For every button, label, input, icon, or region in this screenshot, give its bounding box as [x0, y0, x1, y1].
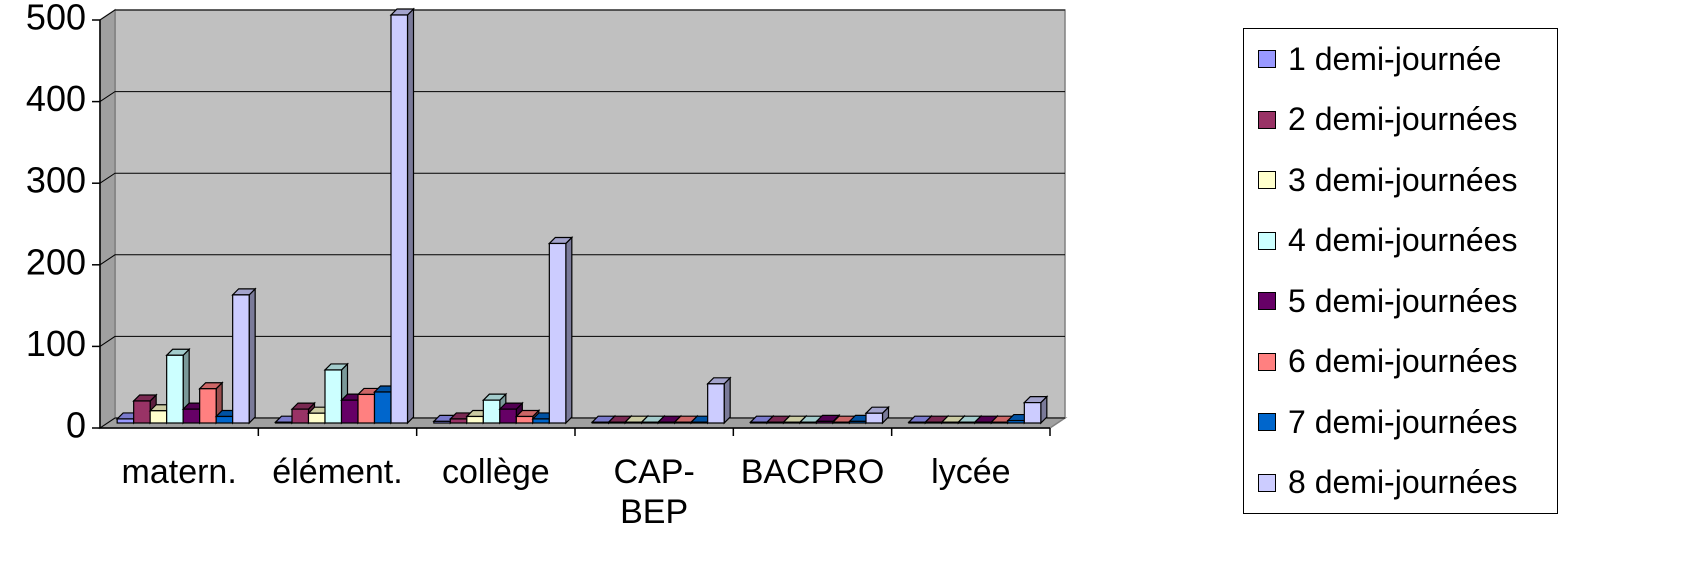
bar [274, 421, 293, 424]
legend-swatch [1258, 231, 1276, 250]
bar [291, 408, 310, 424]
bar-side [406, 7, 415, 425]
bar [340, 399, 359, 424]
x-tick-label: élément. [272, 453, 403, 491]
x-tick-label: matern. [121, 453, 237, 491]
legend-swatch [1258, 110, 1276, 129]
bar [390, 14, 409, 424]
legend-item: 2 demi-journées [1258, 100, 1517, 140]
bar-side [723, 376, 731, 425]
bar [515, 415, 534, 424]
bar [182, 408, 201, 424]
bar [990, 421, 1009, 424]
grid-line [99, 335, 1065, 347]
bar [941, 421, 959, 424]
bar [799, 421, 818, 424]
y-tick-label: 400 [26, 78, 86, 119]
legend-item: 8 demi-journées [1258, 463, 1517, 503]
legend-item: 7 demi-journées [1258, 402, 1517, 442]
bar [624, 421, 643, 424]
bar [1007, 419, 1025, 424]
legend-item: 4 demi-journées [1258, 221, 1517, 261]
x-tick-label: CAP-BEP [613, 453, 695, 531]
y-tick-label: 500 [26, 0, 86, 38]
legend: 1 demi-journée 2 demi-journées 3 demi-jour… [1243, 28, 1558, 514]
bar [307, 412, 326, 424]
bar [1023, 402, 1042, 424]
legend-item: 3 demi-journées [1258, 160, 1517, 200]
legend-item: 6 demi-journées [1258, 342, 1517, 382]
bar [707, 383, 725, 424]
bar [848, 420, 867, 424]
legend-label: 5 demi-journées [1288, 282, 1518, 319]
legend-label: 3 demi-journées [1288, 161, 1518, 198]
bar [548, 242, 567, 424]
y-tick-label: 300 [26, 160, 86, 201]
grid-line [99, 91, 1065, 103]
x-tick-label: collège [441, 453, 550, 491]
bar [324, 369, 343, 424]
y-tick-label: 0 [66, 405, 86, 446]
bar [608, 421, 626, 424]
legend-swatch [1258, 473, 1276, 492]
bar [466, 415, 484, 424]
legend-swatch [1258, 413, 1276, 431]
grid-line [99, 417, 1065, 429]
legend-label: 8 demi-journées [1288, 464, 1518, 500]
legend-item: 1 demi-journée [1258, 39, 1501, 79]
bar [499, 408, 517, 424]
y-tick-label: 200 [26, 241, 86, 282]
bar [832, 421, 851, 424]
bar [215, 415, 234, 424]
bar [149, 410, 168, 424]
bar [865, 412, 884, 424]
bar-side [565, 236, 573, 425]
legend-swatch [1258, 292, 1276, 310]
plot: 0 100 200 300 400 500 [26, 0, 1068, 446]
y-tick-label: 100 [26, 323, 86, 364]
bar [690, 421, 709, 424]
bar [449, 418, 468, 424]
grid-line [99, 9, 1065, 21]
legend-label: 7 demi-journées [1288, 403, 1518, 440]
bar [373, 391, 392, 424]
bar [532, 418, 550, 424]
x-tick-label: BACPRO [740, 453, 885, 491]
bar [749, 421, 768, 424]
legend-item: 5 demi-journées [1258, 281, 1517, 321]
bar [482, 399, 501, 424]
legend-swatch [1258, 352, 1276, 371]
back-wall [114, 9, 1066, 419]
x-tick-label: lycée [931, 453, 1011, 491]
legend-swatch [1258, 171, 1276, 189]
legend-label: 6 demi-journées [1288, 343, 1518, 379]
bar [433, 420, 451, 424]
bar [591, 421, 610, 424]
bar [199, 388, 217, 424]
bar [908, 421, 926, 424]
bar [641, 421, 659, 424]
bar-side [248, 287, 256, 425]
bar [815, 420, 834, 424]
bar [974, 421, 992, 424]
bar [657, 421, 676, 424]
side-wall [99, 8, 116, 430]
bar [133, 400, 151, 424]
bar [166, 354, 184, 424]
legend-label: 1 demi-journée [1288, 40, 1502, 77]
legend-label: 4 demi-journées [1288, 222, 1518, 258]
bar [957, 421, 976, 424]
bar [924, 421, 943, 424]
bar [766, 421, 785, 424]
legend-label: 2 demi-journées [1288, 101, 1518, 137]
grid-line [99, 172, 1065, 184]
bar [357, 393, 376, 424]
bar [674, 421, 692, 424]
bar [782, 421, 801, 424]
legend-swatch [1258, 50, 1276, 68]
bar [116, 418, 135, 424]
bar [232, 294, 250, 424]
grid-line [99, 254, 1065, 266]
